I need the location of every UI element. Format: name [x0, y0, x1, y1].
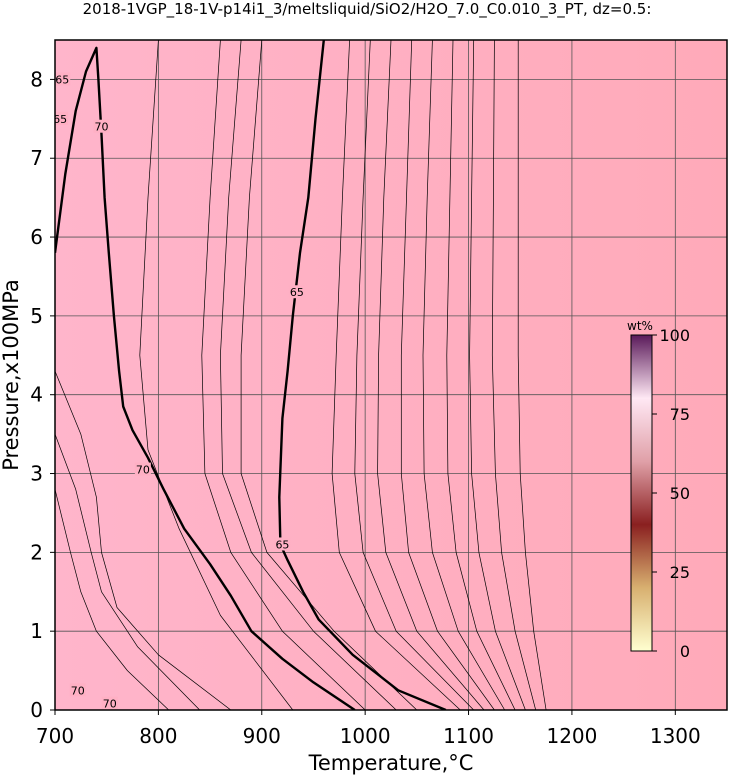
- colorbar-tick-label: 75: [670, 405, 690, 424]
- y-tick-label: 6: [30, 225, 43, 249]
- contour-line: [55, 489, 169, 710]
- annotation-background: [134, 462, 151, 476]
- annotation-background: [288, 285, 305, 299]
- colorbar-tick-label: 100: [659, 326, 690, 345]
- contour-label: 70: [95, 121, 109, 134]
- y-axis-label: Pressure,x100MPa: [0, 279, 23, 471]
- annotation-background: [93, 119, 110, 133]
- y-tick-label: 3: [30, 462, 43, 486]
- contour-label: 70: [103, 698, 117, 711]
- contour-line-major: [55, 46, 356, 710]
- x-tick-label: 1300: [650, 724, 701, 748]
- contour-line: [201, 40, 366, 710]
- contour-line: [446, 40, 516, 710]
- annotation-background: [55, 72, 71, 86]
- annotation-background: [274, 537, 291, 551]
- contour-line: [354, 40, 474, 710]
- colorbar: [630, 334, 653, 652]
- plot-background: [55, 40, 727, 710]
- contour-label: 65: [55, 73, 69, 86]
- colorbar-label: wt%: [627, 319, 653, 333]
- x-tick-label: 1100: [443, 724, 494, 748]
- contour-line: [517, 40, 547, 710]
- contour-line: [139, 40, 294, 710]
- y-tick-label: 8: [30, 67, 43, 91]
- contour-line: [331, 40, 461, 710]
- x-tick-label: 800: [139, 724, 177, 748]
- contour-line: [400, 40, 495, 710]
- colorbar-tick-label: 50: [670, 484, 690, 503]
- contour-line: [377, 40, 485, 710]
- contour-line: [55, 433, 200, 710]
- y-tick-label: 0: [30, 698, 43, 722]
- chart-title: 2018-1VGP_18-1V-p14i1_3/meltsliquid/SiO2…: [83, 0, 652, 19]
- x-tick-label: 900: [243, 724, 281, 748]
- contour-line: [469, 40, 526, 710]
- annotation-background: [69, 683, 86, 697]
- contour-line: [491, 40, 537, 710]
- annotation-background: [55, 111, 69, 125]
- colorbar-tick-label: 0: [680, 642, 690, 661]
- contour-line-major: [278, 40, 447, 710]
- contour-line: [55, 370, 232, 710]
- contour-label: 65: [290, 286, 304, 299]
- y-tick-label: 7: [30, 146, 43, 170]
- y-tick-label: 4: [30, 383, 43, 407]
- plot-frame: [54, 39, 728, 711]
- contour-label: 70: [136, 464, 150, 477]
- contour-label: 65: [275, 538, 289, 551]
- contour-label: 65: [53, 113, 67, 126]
- colorbar-tick-label: 25: [670, 563, 690, 582]
- contour-label: 70: [71, 684, 85, 697]
- x-axis-label: Temperature,°C: [308, 751, 474, 775]
- x-tick-label: 1200: [546, 724, 597, 748]
- y-tick-label: 2: [30, 540, 43, 564]
- contour-line: [422, 40, 506, 710]
- annotation-background: [101, 696, 118, 710]
- x-tick-label: 700: [36, 724, 74, 748]
- y-tick-label: 5: [30, 304, 43, 328]
- y-tick-label: 1: [30, 619, 43, 643]
- x-tick-label: 1000: [340, 724, 391, 748]
- contour-line: [220, 40, 397, 710]
- contour-line: [240, 40, 418, 710]
